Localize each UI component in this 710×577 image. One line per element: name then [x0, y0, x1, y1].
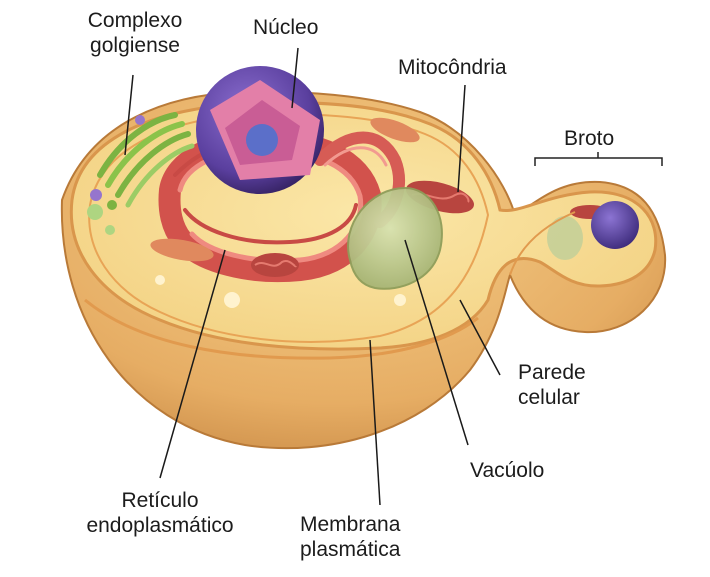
- bud-organelles: [509, 201, 639, 276]
- label-vacuole-text: Vacúolo: [470, 459, 545, 482]
- leader-er: [159, 249, 226, 479]
- leader-nucleus: [291, 47, 299, 109]
- label-membrane-line-1: Membrana: [300, 513, 401, 536]
- leader-cell-wall: [459, 299, 501, 376]
- vacuole: [347, 186, 443, 290]
- leader-membrane: [369, 339, 381, 506]
- vesicles: [155, 275, 406, 308]
- nucleus: [196, 66, 324, 194]
- label-mitochondria-text: Mitocôndria: [398, 56, 507, 79]
- label-golgi: Complexo golgiense: [70, 8, 200, 58]
- label-golgi-line-2: golgiense: [90, 34, 180, 57]
- label-cell-wall: Parede celular: [518, 360, 586, 410]
- leader-mitochondria: [457, 84, 466, 193]
- golgi-complex: [87, 112, 195, 235]
- leader-vacuole: [404, 239, 469, 446]
- label-nucleus-text: Núcleo: [253, 16, 319, 39]
- label-bud-text: Broto: [564, 127, 615, 150]
- membrane-rim: [84, 298, 479, 360]
- label-cell-wall-line-1: Parede: [518, 361, 586, 384]
- label-bud: Broto: [564, 126, 614, 151]
- label-nucleus: Núcleo: [253, 15, 318, 40]
- label-er: Retículo endoplasmático: [55, 488, 265, 538]
- label-membrane: Membrana plasmática: [300, 512, 400, 562]
- label-er-line-2: endoplasmático: [86, 514, 234, 537]
- label-mitochondria: Mitocôndria: [398, 55, 507, 80]
- label-membrane-line-2: plasmática: [300, 538, 401, 561]
- label-golgi-line-1: Complexo: [87, 9, 183, 32]
- bud-bracket: [534, 152, 663, 166]
- label-er-line-1: Retículo: [121, 489, 199, 512]
- label-vacuole: Vacúolo: [470, 458, 544, 483]
- label-cell-wall-line-2: celular: [518, 386, 580, 409]
- leader-golgi: [124, 74, 134, 156]
- leader-lines: [124, 47, 501, 506]
